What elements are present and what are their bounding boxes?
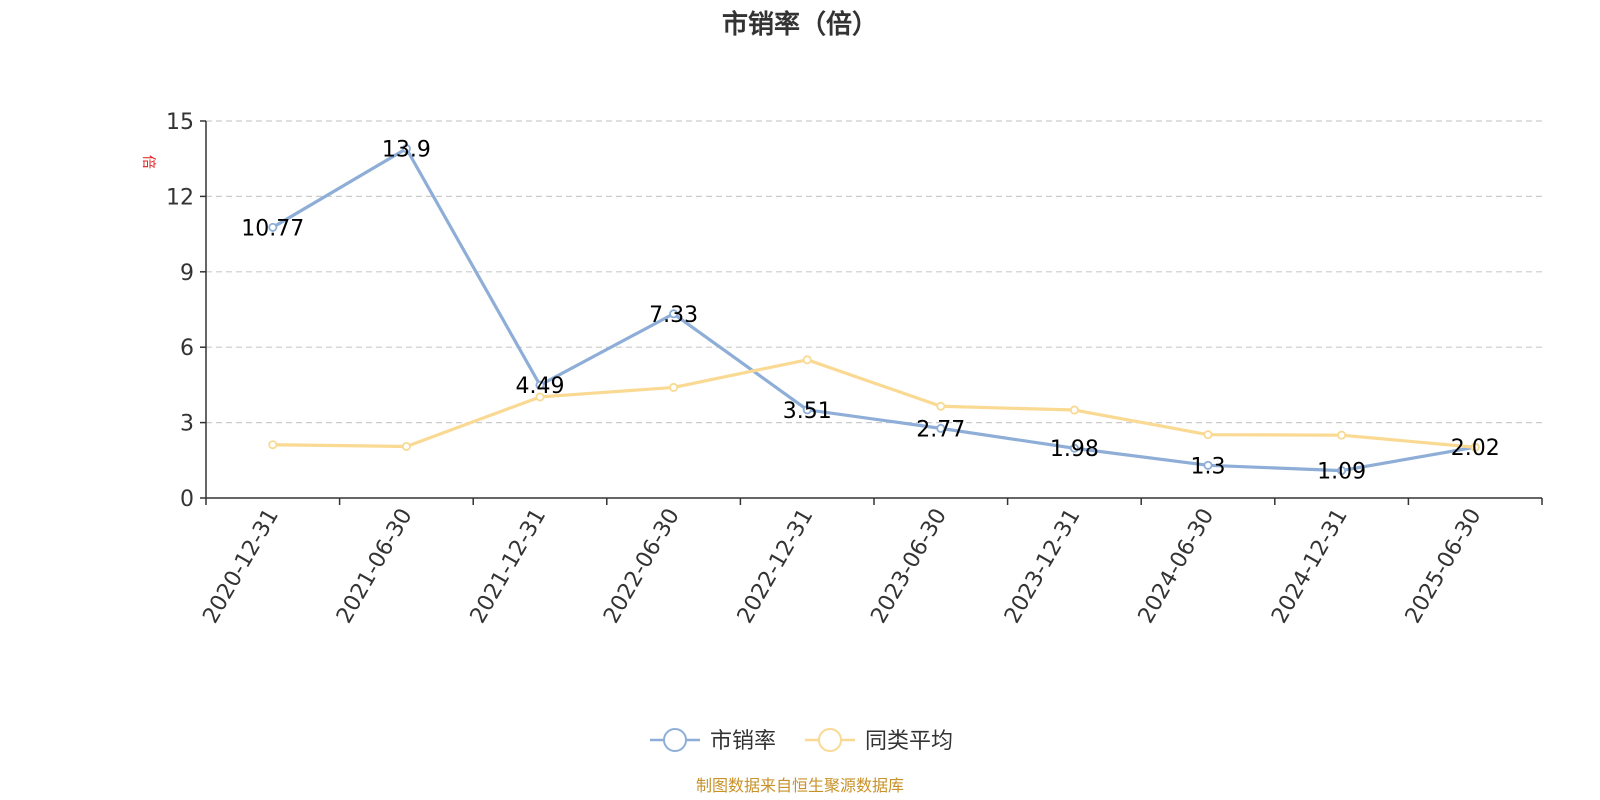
data-point[interactable] <box>1337 466 1347 476</box>
y-tick-label: 15 <box>166 110 194 135</box>
data-label: 1.3 <box>1191 454 1226 479</box>
x-tick-label: 2023-12-31 <box>1000 505 1086 628</box>
legend-label: 市销率 <box>710 729 776 754</box>
data-point[interactable] <box>535 392 545 402</box>
y-tick-label: 9 <box>180 261 194 286</box>
x-tick-label: 2024-12-31 <box>1267 505 1353 628</box>
data-label: 1.09 <box>1317 460 1366 485</box>
data-point[interactable] <box>1069 443 1079 453</box>
x-tick-label: 2021-06-30 <box>332 505 418 628</box>
grid-lines <box>206 120 1542 424</box>
data-source-note: 制图数据来自恒生聚源数据库 <box>696 776 904 795</box>
data-point[interactable] <box>268 440 278 450</box>
axes: 0 3 6 9 12 15 2020-12-31 2021-06-30 2021-12-31 20… <box>166 110 1543 628</box>
data-point[interactable] <box>401 144 411 154</box>
legend[interactable]: 市销率 同类平均 <box>650 728 953 754</box>
y-tick-label: 6 <box>180 336 194 361</box>
x-tick-label: 2024-06-30 <box>1134 505 1220 628</box>
data-point[interactable] <box>1337 430 1347 440</box>
data-point[interactable] <box>936 423 946 433</box>
legend-item[interactable]: 市销率 <box>650 728 776 754</box>
data-point[interactable] <box>936 401 946 411</box>
data-point[interactable] <box>1203 460 1213 470</box>
data-point[interactable] <box>669 382 679 392</box>
data-label: 10.77 <box>241 216 304 241</box>
data-point[interactable] <box>669 309 679 319</box>
x-tick-label: 2022-12-31 <box>733 505 819 628</box>
data-point[interactable] <box>1470 442 1480 452</box>
data-point[interactable] <box>802 355 812 365</box>
series-line <box>271 147 1476 473</box>
y-tick-label: 0 <box>180 487 194 512</box>
y-tick-label: 3 <box>180 412 194 437</box>
series-line <box>272 358 1476 449</box>
data-label: 1.98 <box>1050 437 1099 462</box>
data-point[interactable] <box>268 222 278 232</box>
y-axis-unit-label: 倍 <box>140 155 156 169</box>
legend-label: 同类平均 <box>865 729 953 754</box>
data-label: 4.49 <box>516 374 565 399</box>
data-label: 2.77 <box>916 417 965 442</box>
legend-marker <box>663 728 687 752</box>
data-label: 13.9 <box>382 138 431 163</box>
data-point[interactable] <box>1069 405 1079 415</box>
legend-item[interactable]: 同类平均 <box>805 728 953 754</box>
data-point[interactable] <box>401 441 411 451</box>
x-tick-label: 2021-12-31 <box>466 505 552 628</box>
y-tick-label: 12 <box>166 185 194 210</box>
data-point[interactable] <box>1203 430 1213 440</box>
data-point[interactable] <box>802 405 812 415</box>
x-tick-label: 2023-06-30 <box>866 505 952 628</box>
data-labels: 10.77 13.9 4.49 7.33 3.51 2.77 1.98 1.3 1.09 2.02 <box>241 138 1499 485</box>
data-point[interactable] <box>535 380 545 390</box>
legend-marker <box>818 728 842 752</box>
x-tick-label: 2020-12-31 <box>198 505 284 628</box>
data-label: 3.51 <box>783 399 832 424</box>
data-label: 7.33 <box>649 303 698 328</box>
x-tick-label: 2025-06-30 <box>1401 505 1487 628</box>
data-label: 2.02 <box>1451 436 1500 461</box>
x-tick-label: 2022-06-30 <box>599 505 685 628</box>
chart-title: 市销率（倍） <box>722 9 878 40</box>
series-layer <box>268 144 1480 476</box>
